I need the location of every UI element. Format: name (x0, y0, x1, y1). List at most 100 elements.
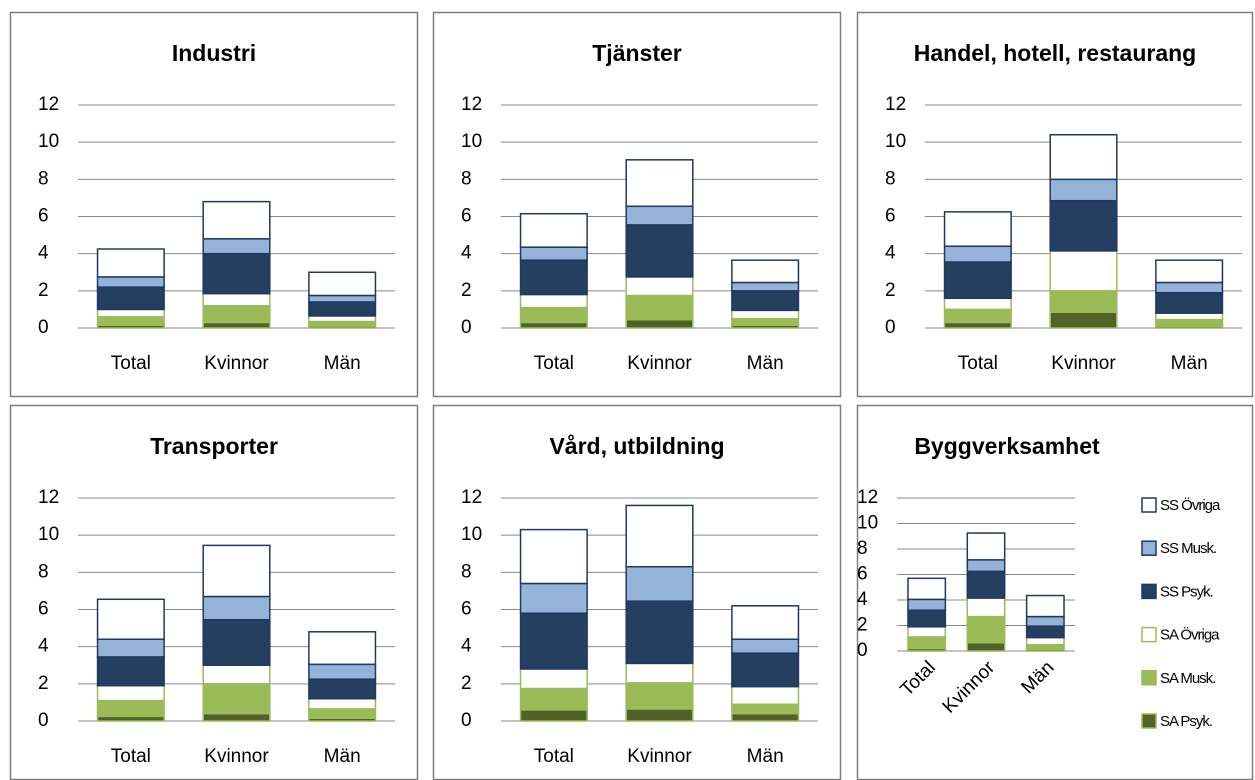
bar-segment (625, 159, 694, 208)
legend-label: SA Övriga (1160, 626, 1220, 644)
y-tick-label: 10 (885, 131, 906, 152)
x-tick-label: Män (1171, 353, 1208, 374)
bar-segment (731, 652, 800, 688)
bar-segment (943, 245, 1012, 263)
bar-segment (96, 699, 165, 718)
y-tick-label: 4 (885, 243, 896, 264)
y-tick-label: 10 (38, 524, 59, 545)
bar-segment (519, 306, 588, 324)
bar-segment (966, 570, 1006, 599)
x-tick-label: Män (324, 746, 361, 767)
bar-segment (1025, 636, 1065, 646)
x-tick-label: Kvinnor (627, 353, 692, 374)
bar-segment (966, 597, 1006, 618)
bar-segment (96, 598, 165, 640)
bar-segment (731, 685, 800, 706)
bar-segment (308, 663, 377, 680)
bar-segment (966, 615, 1006, 644)
bar-segment (966, 641, 1006, 652)
chart-title: Transporter (150, 433, 278, 459)
bar-segment (907, 598, 947, 611)
y-tick-label: 8 (857, 538, 868, 559)
bar-segment (202, 712, 271, 722)
y-tick-label: 10 (857, 513, 878, 534)
bar-segment (907, 626, 947, 638)
y-tick-label: 10 (461, 524, 482, 545)
y-tick-label: 4 (38, 243, 49, 264)
legend-label: SA Psyk. (1160, 713, 1212, 730)
y-tick-label: 0 (857, 640, 868, 661)
bar-segment (1049, 199, 1118, 252)
bar-segment (202, 664, 271, 685)
y-tick-label: 0 (885, 317, 896, 338)
bar-segment (202, 683, 271, 715)
y-tick-label: 12 (38, 487, 59, 508)
bar-segment (625, 566, 694, 602)
bar-segment (202, 292, 271, 307)
x-tick-label: Män (747, 353, 784, 374)
bar-segment (308, 631, 377, 666)
x-tick-label: Kvinnor (627, 746, 692, 767)
y-tick-label: 4 (38, 636, 49, 657)
bar-segment (1155, 291, 1224, 314)
bar-segment (625, 662, 694, 684)
y-tick-label: 2 (38, 673, 49, 694)
bar-segment (625, 504, 694, 568)
bar-segment (96, 276, 165, 288)
bar-segment (907, 577, 947, 601)
bar-segment (966, 532, 1006, 561)
bar-segment (308, 708, 377, 719)
bar-segment (202, 252, 271, 295)
bar-segment (1025, 594, 1065, 618)
bar-segment (625, 600, 694, 665)
bar-segment (731, 259, 800, 284)
bar-segment (731, 703, 800, 715)
bar-segment (519, 259, 588, 296)
bar-segment (202, 200, 271, 240)
bar-segment (308, 301, 377, 317)
legend-swatch (1141, 670, 1157, 686)
bar-segment (1049, 250, 1118, 292)
legend-label: SS Psyk. (1160, 583, 1213, 600)
bar-segment (1049, 311, 1118, 329)
bar-segment (308, 315, 377, 323)
y-tick-label: 4 (857, 589, 868, 610)
bar-segment (202, 304, 271, 324)
bar-segment (519, 293, 588, 309)
bar-segment (96, 308, 165, 318)
y-tick-label: 2 (857, 615, 868, 636)
x-tick-label: Kvinnor (204, 353, 269, 374)
bar-segment (625, 276, 694, 297)
bar-segment (1155, 318, 1224, 327)
bar-segment (202, 618, 271, 666)
bar-segment (731, 605, 800, 640)
y-tick-label: 4 (461, 636, 472, 657)
bar-segment (907, 636, 947, 650)
x-tick-label: Män (747, 746, 784, 767)
bar-segment (1025, 625, 1065, 639)
bar-segment (731, 317, 800, 326)
y-tick-label: 8 (38, 168, 49, 189)
y-tick-label: 2 (461, 280, 472, 301)
y-tick-label: 6 (38, 599, 49, 620)
bar-segment (625, 294, 694, 321)
bar-segment (202, 238, 271, 255)
y-tick-label: 6 (461, 599, 472, 620)
bar-segment (519, 321, 588, 329)
y-tick-label: 6 (857, 564, 868, 585)
bar-segment (308, 294, 377, 303)
bar-segment (907, 609, 947, 628)
x-tick-label: Total (534, 353, 574, 374)
y-tick-label: 8 (461, 561, 472, 582)
bar-segment (519, 246, 588, 261)
x-tick-label: Kvinnor (204, 746, 269, 767)
legend-label: SS Övriga (1160, 496, 1221, 514)
legend-label: SS Musk. (1160, 540, 1216, 557)
bar-segment (96, 248, 165, 278)
legend-swatch (1141, 497, 1157, 513)
chart-title: Industri (172, 40, 256, 66)
y-tick-label: 0 (38, 317, 49, 338)
chart-title: Byggverksamhet (914, 433, 1100, 459)
bar-segment (519, 687, 588, 711)
